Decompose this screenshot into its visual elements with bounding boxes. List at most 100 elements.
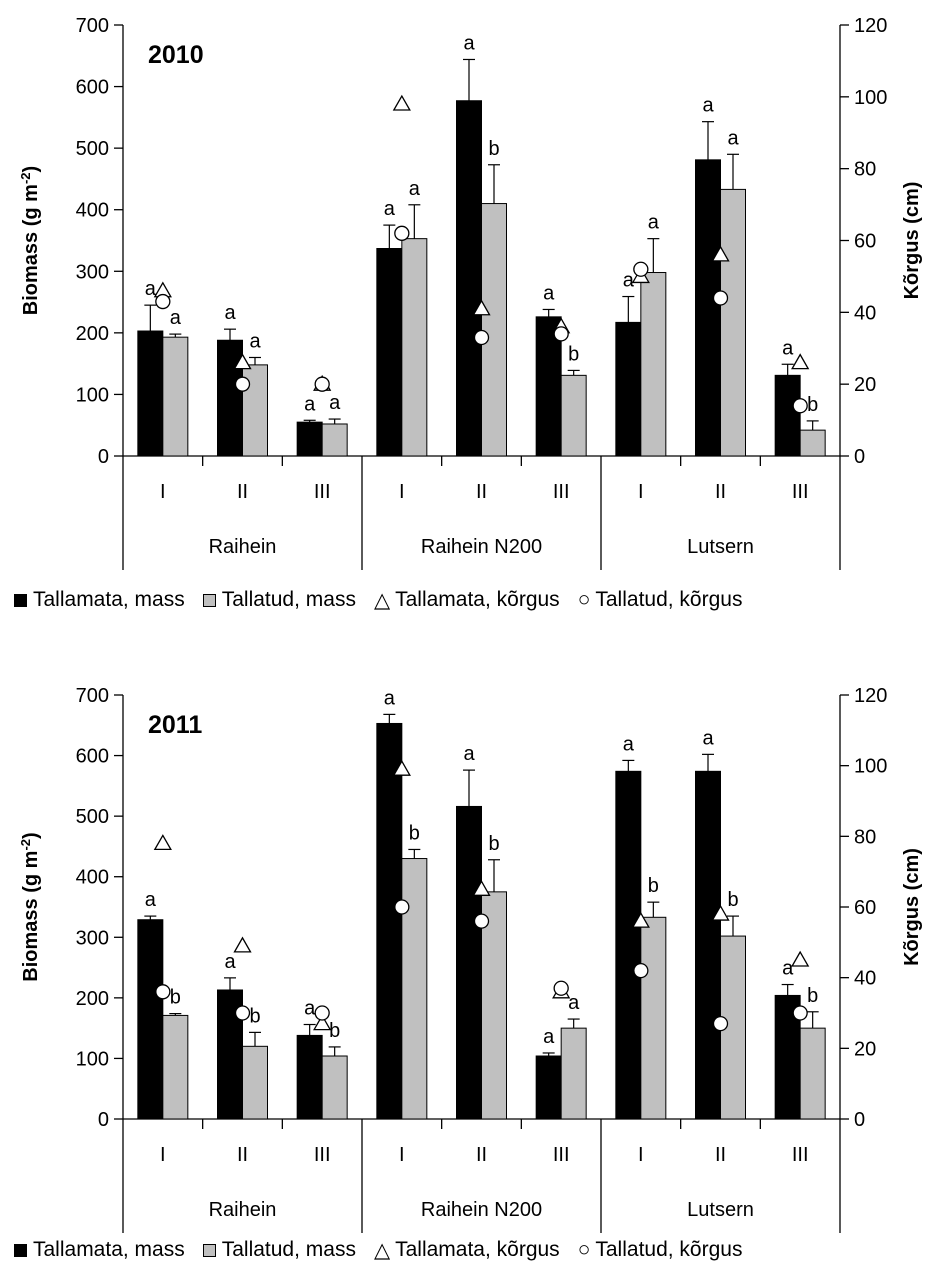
bar [695,770,721,1120]
height-marker-triangle [711,245,730,262]
significance-label: b [170,987,181,1009]
height-marker-triangle [791,950,810,967]
bar [720,188,746,457]
legend-item-tallatud-mass: Tallatud, mass [202,588,356,612]
y-axis-title: Biomass (g m-2) [18,832,43,981]
height-marker-circle [394,899,410,915]
bar [242,1045,268,1120]
y2-tick-label: 100 [854,87,887,109]
height-marker-circle [633,962,649,979]
height-marker-circle [553,326,569,342]
group-label: Lutsern [687,536,754,558]
significance-label: a [648,212,660,234]
height-marker-circle [792,398,808,414]
x-tick-label: III [792,481,809,503]
height-marker-circle [712,1015,729,1032]
bar [401,238,428,457]
y2-axis-title: Kõrgus (cm) [901,848,923,966]
legend-item-tallatud-korgus: ○ Tallatud, kõrgus [578,1238,743,1262]
legend-black-square-icon [14,593,27,607]
y-axis-title-superscript: -2 [18,839,33,851]
significance-label: b [807,985,818,1007]
significance-label: a [463,743,475,765]
y-axis-title-paren: ) [20,166,42,173]
bar [481,203,507,457]
bar [615,770,642,1120]
chart-2011-svg: 0 100 200 300 400 500 600 700 0 20 40 60 80 100 120 Bio… [18,685,923,1233]
chart-title: 2011 [148,711,202,739]
y2-tick-label: 120 [854,15,887,37]
bar [640,272,667,457]
significance-label: a [304,998,316,1020]
significance-label: a [782,337,794,359]
triangle-icon: △ [373,1238,391,1262]
x-tick-label: I [160,1144,166,1166]
legend-label: Tallatud, kõrgus [595,1238,743,1261]
y-axis-title-paren: ) [20,832,42,839]
legend-item-tallatud-mass: Tallatud, mass [202,1238,356,1262]
significance-label: a [409,178,421,200]
x-tick-label: II [237,481,248,503]
significance-label: a [623,733,635,755]
y2-tick-label: 20 [854,374,876,396]
significance-label: a [702,727,714,749]
significance-label: a [170,307,182,329]
height-marker-triangle [392,759,411,776]
height-marker-circle [553,980,569,996]
y-axis-title: Biomass (g m-2) [18,166,43,315]
height-marker-triangle [631,911,650,928]
height-marker-triangle [313,1014,332,1031]
legend-label: Tallatud, kõrgus [595,588,743,611]
legend-2011: Tallamata, mass Tallatud, mass △ Tallama… [14,1235,930,1265]
bar [376,722,403,1120]
y-tick-label: 700 [76,15,109,37]
height-marker-circle [314,1005,330,1021]
height-marker-triangle [233,936,252,953]
significance-label: a [543,282,555,304]
height-marker-circle [314,376,330,392]
legend-item-tallamata-korgus: △ Tallamata, kõrgus [374,1238,560,1263]
y2-axis-title: Kõrgus (cm) [901,182,923,300]
significance-label: b [488,138,499,160]
x-tick-label: II [237,1144,248,1166]
y-tick-label: 500 [76,138,109,160]
bar [640,916,667,1120]
bar [242,364,268,457]
height-marker-circle [394,225,410,241]
significance-label: a [145,278,157,300]
y-tick-label: 600 [76,77,109,99]
height-marker-triangle [233,353,252,370]
legend-gray-square-icon [202,1243,216,1257]
y-tick-label: 700 [76,685,109,707]
y-tick-label: 400 [76,867,109,889]
bar [162,1014,189,1120]
height-marker-circle [234,376,251,392]
y2-tick-label: 0 [854,1109,865,1131]
height-marker-circle [155,293,171,310]
bar [137,919,164,1120]
y-tick-label: 100 [76,1048,109,1070]
significance-label: b [807,394,818,416]
bar [560,1027,587,1120]
height-marker-circle [473,329,490,346]
height-marker-circle [712,290,729,306]
bar [774,374,801,457]
x-tick-label: II [715,481,726,503]
significance-label: a [543,1026,555,1048]
x-tick-label: II [476,1144,487,1166]
significance-label: b [568,343,579,365]
height-marker-circle [633,261,649,277]
bar [321,423,348,457]
y-tick-label: 400 [76,200,109,222]
height-marker-triangle [711,904,730,921]
legend-item-tallamata-korgus: △ Tallamata, kõrgus [374,588,560,613]
legend-label: Tallatud, mass [221,1238,356,1261]
y2-tick-label: 20 [854,1038,876,1060]
bar [799,429,826,457]
significance-label: a [782,958,794,980]
bar [535,316,562,457]
group-label: Raihein N200 [421,536,542,558]
chart-title: 2010 [148,41,204,69]
significance-label: a [568,992,580,1014]
group-label: Raihein [209,1199,277,1221]
